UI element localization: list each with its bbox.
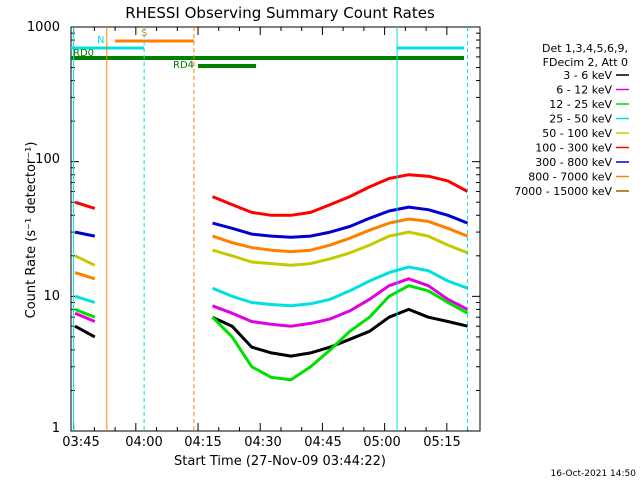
x-tick-label: 04:00: [125, 435, 162, 450]
time-markers: [73, 27, 469, 431]
chart-title: RHESSI Observing Summary Count Rates: [125, 4, 435, 22]
plot-frame: [70, 26, 481, 432]
legend-label: 3 - 6 keV: [563, 69, 612, 82]
footer-timestamp: 16-Oct-2021 14:50: [551, 469, 637, 479]
legend-label: 800 - 7000 keV: [528, 171, 612, 184]
series-line: [74, 307, 468, 358]
legend-label: 50 - 100 keV: [542, 127, 612, 140]
x-tick-label: 04:45: [304, 435, 341, 450]
y-tick-label: 1: [52, 421, 60, 436]
legend-header: FDecim 2, Att 0: [543, 56, 628, 69]
series-line: [74, 284, 469, 382]
series-lines: [74, 173, 469, 382]
legend-label: 6 - 12 keV: [556, 84, 612, 97]
legend-header: Det 1,3,4,5,6,9,: [542, 42, 628, 55]
y-tick-label: 100: [35, 152, 60, 167]
series-line: [74, 265, 469, 308]
y-tick-label: 1000: [27, 20, 60, 35]
x-tick-label: 03:45: [62, 435, 99, 450]
series-line: [74, 173, 469, 217]
x-tick-label: 04:15: [184, 435, 221, 450]
flag-label: S: [141, 28, 147, 39]
series-line: [74, 230, 469, 267]
flag-label: N: [97, 35, 104, 46]
legend-label: 12 - 25 keV: [549, 98, 612, 111]
series-line: [74, 277, 469, 328]
x-axis: 03:45 04:00 04:15 04:30 04:45 05:00 05:1…: [62, 27, 469, 450]
legend-label: 100 - 300 keV: [535, 142, 612, 155]
legend-label: 25 - 50 keV: [549, 113, 612, 126]
series-line: [74, 205, 469, 239]
legend-label: 7000 - 15000 keV: [514, 185, 612, 198]
legend-label: 300 - 800 keV: [535, 156, 612, 169]
flag-label: RD4: [173, 60, 194, 71]
x-tick-label: 05:15: [423, 435, 460, 450]
series-line: [74, 217, 469, 281]
x-tick-label: 04:30: [244, 435, 281, 450]
y-tick-label: 10: [43, 289, 60, 304]
y-axis: 1000 100 10 1: [27, 20, 480, 436]
x-tick-label: 05:00: [363, 435, 400, 450]
x-axis-label: Start Time (27-Nov-09 03:44:22): [174, 454, 386, 469]
y-axis-label: Count Rate (s⁻¹ detector⁻¹): [24, 142, 39, 319]
flag-label: RD0: [73, 48, 94, 59]
legend: Det 1,3,4,5,6,9, FDecim 2, Att 0 3 - 6 k…: [514, 42, 629, 198]
